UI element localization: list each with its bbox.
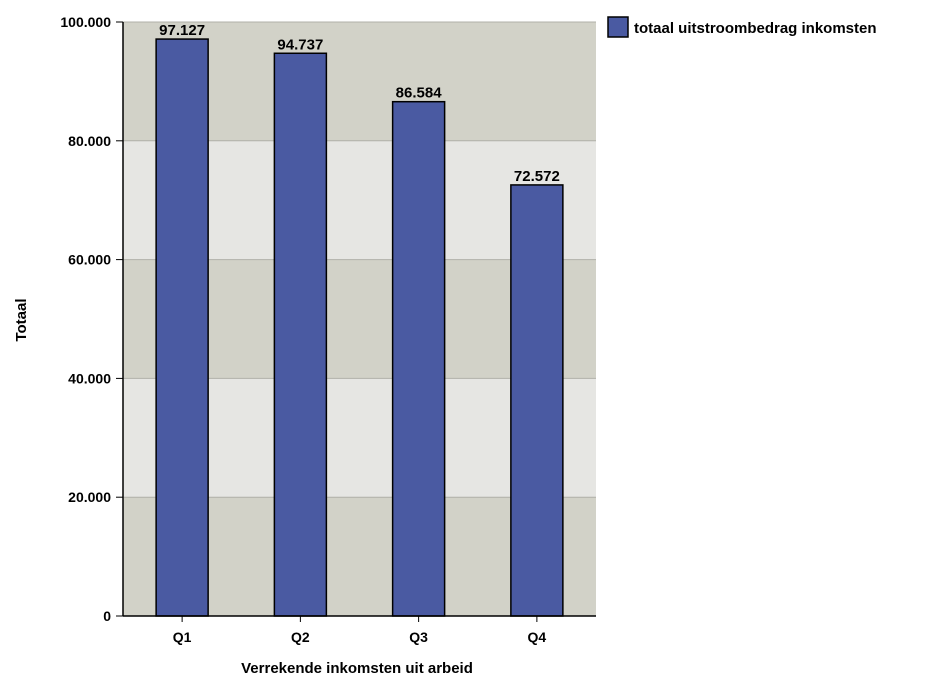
bar-q4 [510, 184, 564, 617]
x-tick-label-q4: Q4 [528, 629, 547, 645]
data-label-q2: 94.737 [277, 36, 323, 53]
x-tick-label-q1: Q1 [173, 629, 192, 645]
y-axis-ticks: 0 20.000 40.000 60.000 80.000 100.000 [60, 14, 123, 624]
y-tick-label: 80.000 [68, 133, 111, 149]
y-tick-label: 100.000 [60, 14, 111, 30]
data-label-q1: 97.127 [159, 22, 205, 39]
bars [155, 38, 564, 617]
x-tick-label-q2: Q2 [291, 629, 310, 645]
y-tick-label: 40.000 [68, 370, 111, 386]
bar-q2 [273, 52, 328, 617]
data-label-q3: 86.584 [396, 85, 443, 102]
legend: totaal uitstroombedrag inkomsten [607, 16, 877, 38]
x-axis-ticks: Q1 Q2 Q3 Q4 [173, 616, 547, 645]
x-axis-title: Verrekende inkomsten uit arbeid [241, 660, 473, 677]
legend-swatch [607, 16, 629, 38]
x-tick-label-q3: Q3 [409, 629, 428, 645]
bar-q3 [391, 100, 446, 617]
legend-label: totaal uitstroombedrag inkomsten [634, 20, 877, 37]
y-axis-title: Totaal [13, 298, 30, 341]
y-tick-label: 20.000 [68, 489, 111, 505]
data-label-q4: 72.572 [514, 168, 560, 185]
bar-q1 [155, 38, 209, 617]
data-labels: 97.127 94.737 86.584 72.572 [159, 22, 560, 185]
axes [122, 22, 596, 617]
y-tick-label: 60.000 [68, 252, 111, 268]
y-tick-label: 0 [103, 608, 111, 624]
